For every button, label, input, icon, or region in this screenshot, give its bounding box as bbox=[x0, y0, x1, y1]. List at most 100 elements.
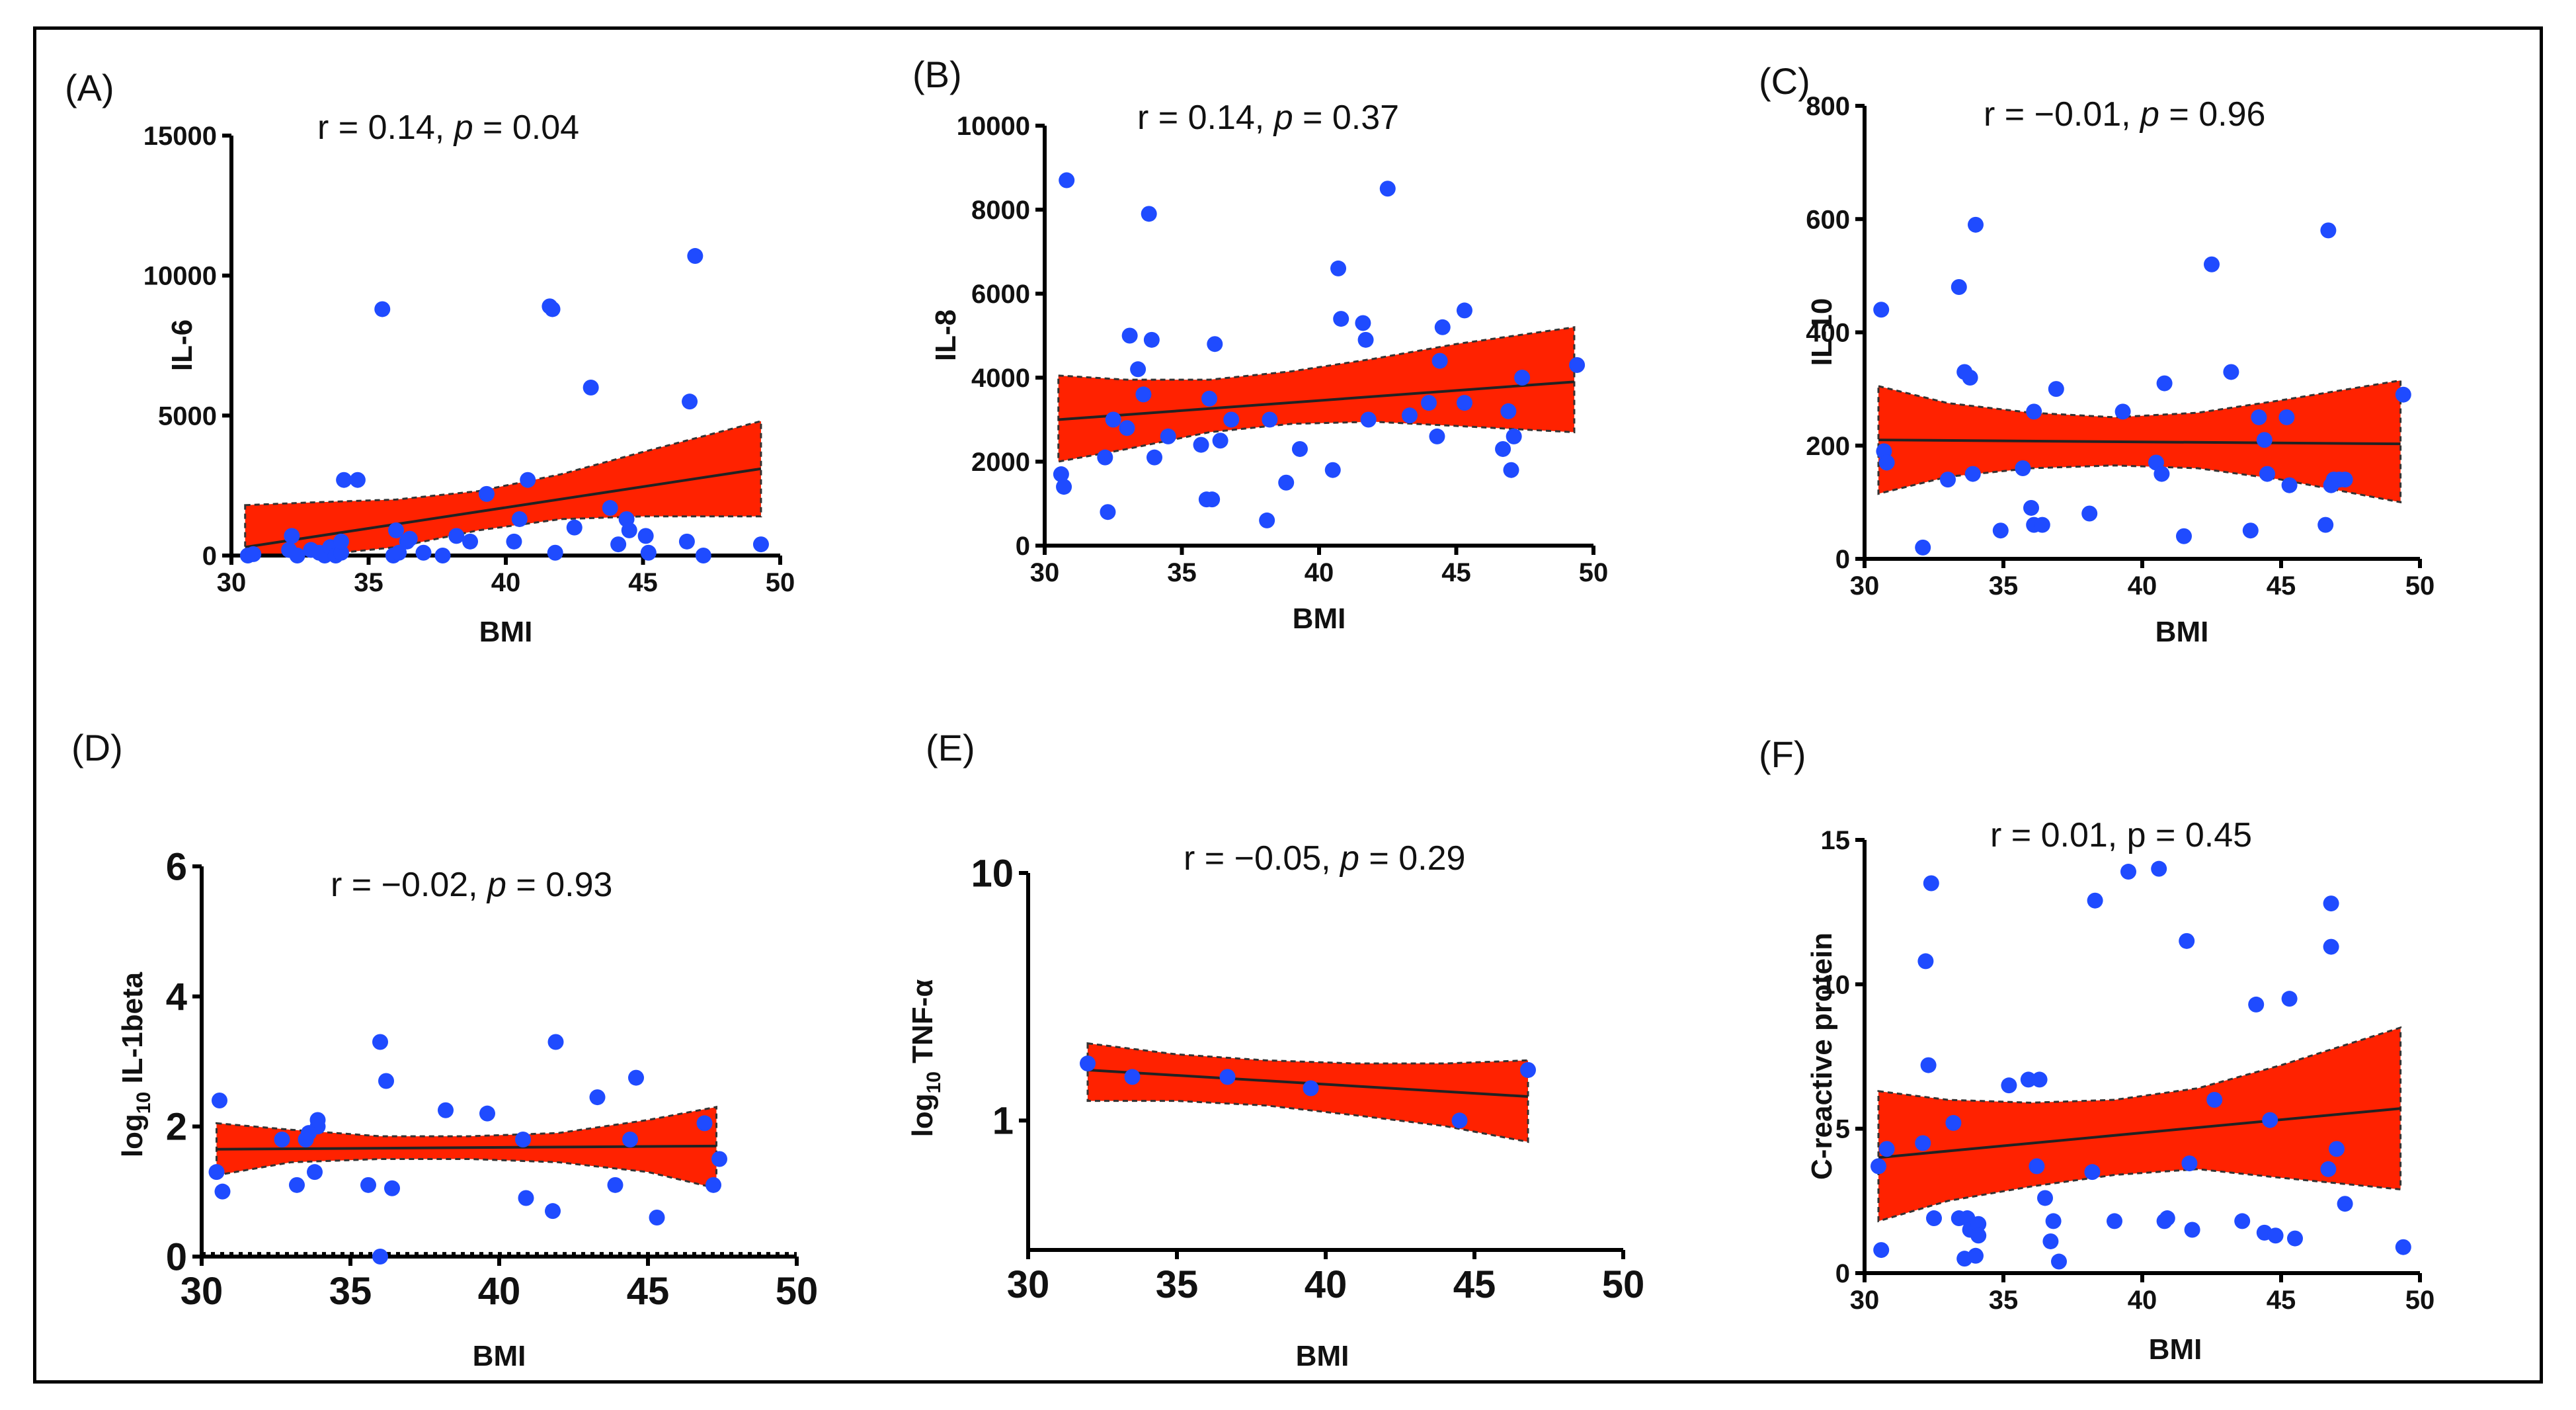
data-point bbox=[333, 544, 349, 561]
data-point bbox=[388, 522, 404, 538]
data-point bbox=[1429, 428, 1445, 444]
y-axis-title-log: log bbox=[906, 1093, 939, 1137]
data-point bbox=[602, 500, 618, 517]
data-point bbox=[2151, 860, 2167, 877]
data-point bbox=[2204, 256, 2220, 272]
data-point bbox=[1135, 386, 1152, 403]
regression-line bbox=[1878, 1107, 2401, 1159]
data-point bbox=[696, 1115, 713, 1132]
regression-line bbox=[1058, 380, 1575, 421]
data-point bbox=[2337, 472, 2353, 488]
plot-area: 30 35 40 45 50 0 5000 10000 15000 bbox=[143, 122, 795, 597]
y-axis-title: IL-6 bbox=[166, 319, 198, 371]
x-tick-label: 50 bbox=[2405, 571, 2435, 601]
x-tick-label: 30 bbox=[217, 568, 247, 597]
x-tick-label: 40 bbox=[2128, 571, 2157, 601]
data-point bbox=[637, 528, 654, 544]
x-tick-label: 30 bbox=[1850, 571, 1880, 601]
stat-p-value: = 0.04 bbox=[473, 108, 579, 147]
data-point bbox=[1871, 1158, 1886, 1175]
data-point bbox=[2206, 1092, 2223, 1108]
data-point bbox=[1434, 319, 1451, 335]
data-point bbox=[518, 1190, 534, 1206]
y-tick-label: 200 bbox=[1806, 432, 1850, 461]
data-point bbox=[2281, 477, 2298, 493]
y-tick-label: 6000 bbox=[971, 280, 1030, 309]
data-point bbox=[628, 1069, 644, 1086]
panel-label: (C) bbox=[1759, 60, 1810, 102]
y-tick-label: 2000 bbox=[971, 448, 1030, 477]
y-tick-label: 10000 bbox=[143, 262, 217, 291]
y-tick-label: 800 bbox=[1806, 92, 1850, 121]
y-tick-label: 15 bbox=[1821, 826, 1851, 855]
data-point bbox=[1130, 361, 1147, 378]
data-point bbox=[2120, 864, 2136, 880]
y-axis-title-subscript: 10 bbox=[923, 1071, 945, 1093]
data-point bbox=[2048, 381, 2064, 397]
data-point bbox=[462, 533, 479, 550]
data-point bbox=[1119, 420, 1135, 436]
stat-p-label: p bbox=[453, 108, 473, 147]
data-point bbox=[2323, 895, 2339, 912]
data-point bbox=[2184, 1222, 2200, 1238]
data-point bbox=[1970, 1216, 1987, 1232]
y-axis-title-name: IL-1beta bbox=[116, 972, 149, 1091]
data-point bbox=[2020, 1071, 2036, 1088]
data-point bbox=[448, 528, 465, 544]
y-axis-title-log: log bbox=[116, 1114, 149, 1157]
data-point bbox=[2256, 432, 2273, 448]
plot-area: 30 35 40 45 50 0 2000 4000 6000 8000 10000 bbox=[957, 112, 1608, 587]
data-point bbox=[1333, 311, 1349, 327]
data-point bbox=[212, 1093, 227, 1108]
data-point bbox=[2262, 1112, 2278, 1128]
data-point bbox=[682, 394, 698, 410]
data-point bbox=[1160, 428, 1176, 444]
data-point bbox=[566, 519, 583, 536]
data-point bbox=[1873, 1242, 1890, 1259]
data-point bbox=[309, 1112, 326, 1128]
y-axis-title: IL-10 bbox=[1806, 298, 1838, 366]
data-point bbox=[1970, 1227, 1987, 1244]
data-point bbox=[695, 548, 711, 563]
data-point bbox=[2001, 1077, 2017, 1094]
data-point bbox=[1569, 356, 1586, 373]
data-point bbox=[1401, 407, 1418, 424]
data-point bbox=[2181, 1155, 2198, 1172]
x-tick-label: 40 bbox=[1305, 558, 1334, 587]
x-tick-label: 35 bbox=[329, 1270, 372, 1313]
figure-frame bbox=[33, 26, 2543, 1384]
data-point bbox=[1147, 449, 1162, 466]
data-point bbox=[374, 301, 391, 317]
x-tick-label: 45 bbox=[2267, 1286, 2296, 1315]
data-point bbox=[1968, 1247, 1984, 1264]
data-point bbox=[1059, 172, 1075, 188]
data-point bbox=[1500, 403, 1517, 419]
data-point bbox=[1360, 411, 1377, 428]
stat-annotation: r = −0.05, p = 0.29 bbox=[1184, 839, 1465, 878]
data-point bbox=[479, 1105, 495, 1122]
data-point bbox=[2037, 1190, 2053, 1206]
data-point bbox=[1962, 370, 1978, 386]
stat-annotation: r = 0.14, p = 0.04 bbox=[317, 108, 579, 147]
y-tick-label: 0 bbox=[1016, 532, 1030, 561]
y-axis-title-subscript: 10 bbox=[133, 1092, 155, 1114]
x-tick-label: 40 bbox=[1305, 1263, 1348, 1306]
data-point bbox=[2323, 938, 2339, 955]
x-tick-label: 30 bbox=[181, 1270, 223, 1313]
data-point bbox=[391, 544, 407, 561]
data-point bbox=[2084, 1164, 2101, 1181]
data-point bbox=[1204, 491, 1221, 508]
data-point bbox=[438, 1102, 454, 1118]
data-point bbox=[2026, 403, 2042, 420]
data-point bbox=[2329, 1141, 2345, 1157]
x-tick-label: 40 bbox=[491, 568, 521, 597]
y-tick-label: 0 bbox=[1835, 1259, 1850, 1288]
data-point bbox=[2114, 403, 2131, 420]
x-tick-label: 45 bbox=[2267, 571, 2296, 601]
data-point bbox=[401, 530, 418, 547]
data-point bbox=[1100, 504, 1116, 520]
data-point bbox=[1940, 472, 1956, 488]
stat-r: r = 0.01, p = 0.45 bbox=[1990, 816, 2252, 854]
stat-r: r = −0.05, bbox=[1184, 839, 1340, 878]
data-point bbox=[1878, 454, 1895, 471]
